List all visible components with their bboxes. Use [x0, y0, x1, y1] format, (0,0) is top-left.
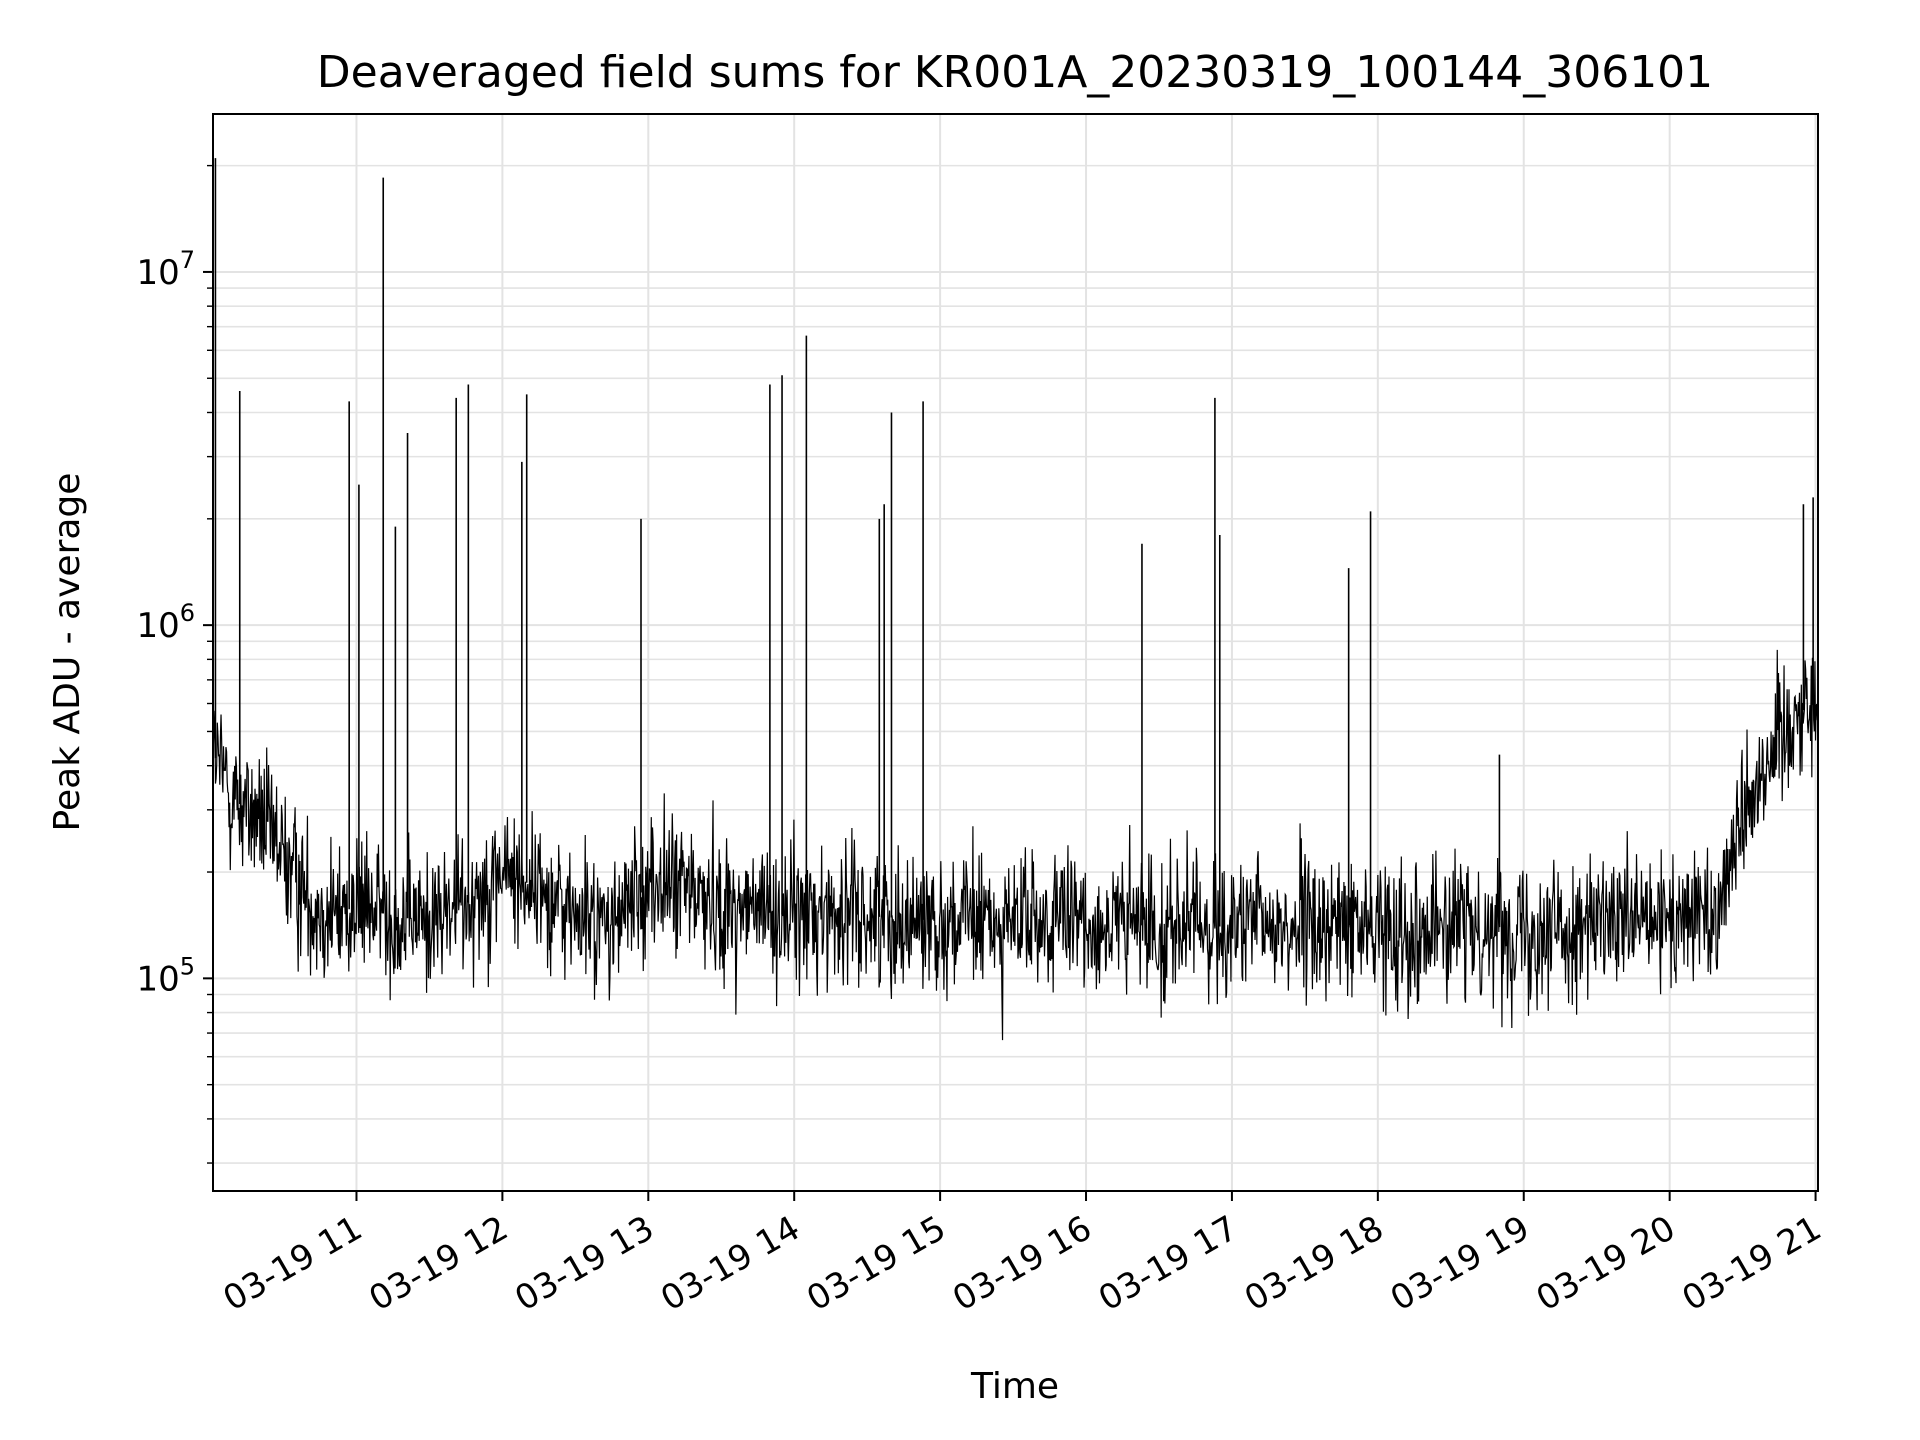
- grid: [213, 114, 1818, 1191]
- data-layer: [212, 158, 1819, 1041]
- y-tick-label: 107: [136, 246, 195, 293]
- y-tick-label: 106: [136, 599, 195, 646]
- y-tick-label: 105: [136, 952, 195, 999]
- y-axis-label: Peak ADU - average: [47, 473, 88, 832]
- plot-frame: [212, 113, 1819, 1192]
- x-axis-label: Time: [970, 1366, 1059, 1407]
- chart-title: Deaveraged field sums for KR001A_2023031…: [317, 47, 1713, 98]
- series-line: [212, 649, 1819, 1041]
